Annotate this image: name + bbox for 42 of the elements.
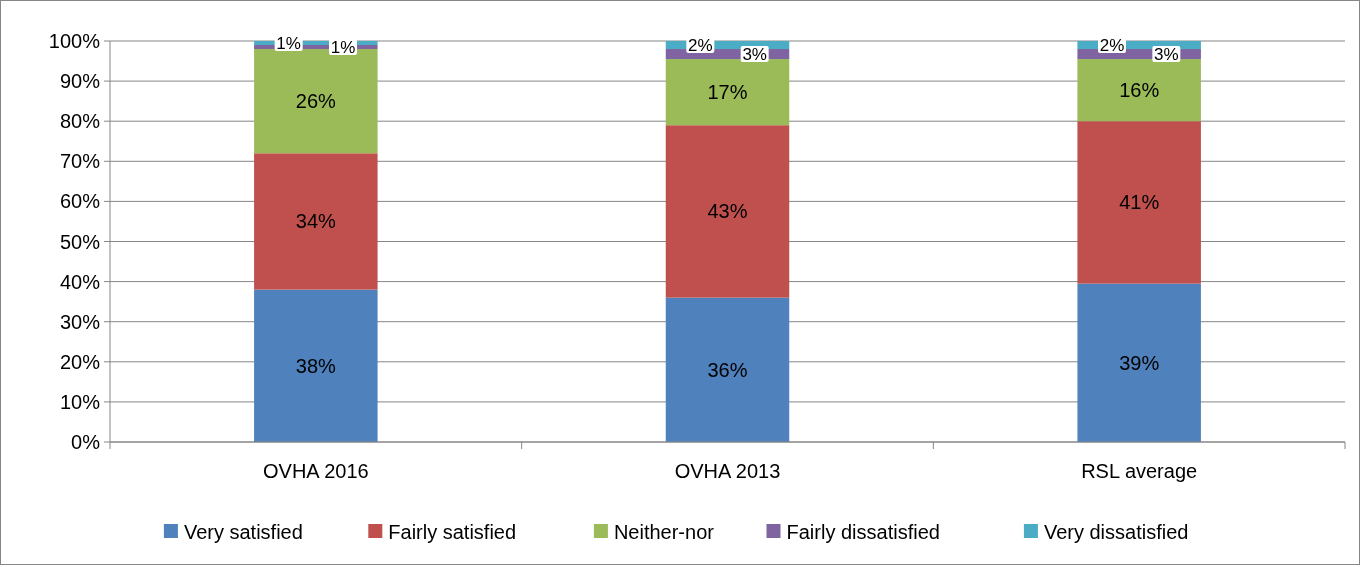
bar <box>665 125 790 298</box>
data-label: 41% <box>1119 191 1160 214</box>
bar <box>254 153 378 290</box>
bar <box>254 289 378 442</box>
data-label: 2% <box>688 35 713 55</box>
data-label: 17% <box>707 81 748 104</box>
y-tick-label: 80% <box>59 110 101 133</box>
x-tick-label: RSL average <box>1081 460 1198 482</box>
y-tick-label: 40% <box>59 270 101 293</box>
bar <box>1077 283 1201 442</box>
y-tick-label: 0% <box>71 431 101 453</box>
y-tick-label: 10% <box>59 390 101 413</box>
bar <box>1077 59 1201 122</box>
bar <box>665 297 790 442</box>
data-label: 2% <box>1099 35 1125 55</box>
y-tick-label: 20% <box>59 350 101 373</box>
y-tick-label: 60% <box>59 190 101 213</box>
bar <box>665 59 790 126</box>
y-tick-label: 90% <box>59 70 101 93</box>
legend-label: Fairly dissatisfied <box>786 521 940 543</box>
data-label: 38% <box>295 354 337 377</box>
data-label: 26% <box>295 90 337 113</box>
legend-label: Very satisfied <box>183 521 303 543</box>
x-tick-label: OVHA 2013 <box>674 460 781 482</box>
data-label: 34% <box>295 210 337 233</box>
data-label: 1% <box>276 33 301 53</box>
data-label: 43% <box>707 200 748 223</box>
y-tick-label: 50% <box>59 230 101 253</box>
data-label: 39% <box>1119 351 1160 374</box>
legend-label: Very dissatisfied <box>1043 521 1189 543</box>
y-tick-label: 100% <box>48 30 101 52</box>
data-label: 16% <box>1119 79 1160 102</box>
data-label: 1% <box>330 37 356 57</box>
data-label: 3% <box>742 44 767 64</box>
legend-label: Neither-nor <box>613 521 715 543</box>
bar <box>1077 121 1201 284</box>
data-label: 3% <box>1154 44 1179 64</box>
y-tick-label: 70% <box>59 150 101 173</box>
data-label: 36% <box>707 358 748 381</box>
x-tick-label: OVHA 2016 <box>263 460 369 482</box>
legend-label: Fairly satisfied <box>388 521 517 543</box>
y-tick-label: 30% <box>59 310 101 333</box>
